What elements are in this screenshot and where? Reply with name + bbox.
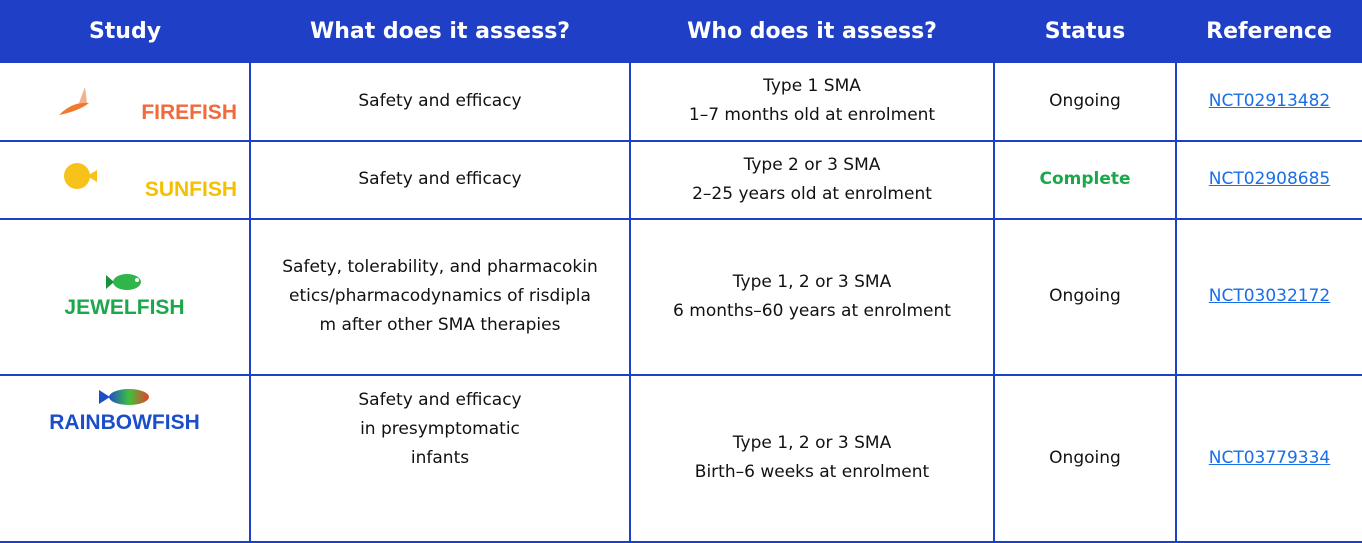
firefish-icon [55, 81, 95, 121]
sunfish-icon [57, 160, 97, 200]
study-name: FIREFISH [141, 98, 237, 127]
row: SUNFISH Safety and efficacy Type 2 or 3 … [0, 141, 1362, 219]
reference-cell: NCT02908685 [1176, 141, 1362, 219]
page: Study What does it assess? Who does it a… [0, 0, 1362, 541]
reference-cell: NCT03779334 [1176, 375, 1362, 542]
reference-link[interactable]: NCT03779334 [1209, 448, 1331, 468]
header-cell: What does it assess? [250, 0, 630, 63]
who-line: Type 1 SMA [643, 72, 981, 101]
header-cell: Reference [1176, 0, 1362, 63]
row: RAINBOWFISH Safety and efficacy in presy… [0, 375, 1362, 542]
reference-cell: NCT02913482 [1176, 63, 1362, 141]
status-cell: Ongoing [994, 375, 1176, 542]
reference-link[interactable]: NCT02908685 [1209, 169, 1331, 189]
reference-link[interactable]: NCT02913482 [1209, 91, 1331, 111]
status-complete: Complete [1039, 169, 1130, 189]
status-cell: Ongoing [994, 63, 1176, 141]
header-row: Study What does it assess? Who does it a… [0, 0, 1362, 63]
status-cell: Ongoing [994, 219, 1176, 375]
study-cell: SUNFISH [0, 141, 250, 219]
status-cell: Complete [994, 141, 1176, 219]
study-name: JEWELFISH [12, 293, 237, 322]
study-cell: FIREFISH [0, 63, 250, 141]
header-cell: Who does it assess? [630, 0, 994, 63]
what-cell: Safety and efficacy in presymptomatic in… [250, 375, 630, 542]
reference-link[interactable]: NCT03032172 [1209, 286, 1331, 306]
rainbowfish-icon [97, 386, 153, 408]
who-line: 6 months–60 years at enrolment [643, 297, 981, 326]
what-cell: Safety and efficacy [250, 141, 630, 219]
study-cell: JEWELFISH [0, 219, 250, 375]
who-line: Type 1, 2 or 3 SMA [643, 268, 981, 297]
study-table: Study What does it assess? Who does it a… [0, 0, 1362, 543]
study-cell: RAINBOWFISH [0, 375, 250, 542]
who-line: Type 1, 2 or 3 SMA [643, 429, 981, 458]
who-line: Birth–6 weeks at enrolment [643, 458, 981, 487]
header-cell: Status [994, 0, 1176, 63]
reference-cell: NCT03032172 [1176, 219, 1362, 375]
what-cell: Safety and efficacy [250, 63, 630, 141]
who-line: 1–7 months old at enrolment [643, 101, 981, 130]
header-cell: Study [0, 0, 250, 63]
study-name: SUNFISH [145, 175, 237, 204]
study-name: RAINBOWFISH [12, 408, 237, 437]
who-line: 2–25 years old at enrolment [643, 180, 981, 209]
what-cell: Safety, tolerability, and pharmacokineti… [250, 219, 630, 375]
who-line: Type 2 or 3 SMA [643, 151, 981, 180]
jewelfish-icon [105, 271, 145, 293]
row: JEWELFISH Safety, tolerability, and phar… [0, 219, 1362, 375]
